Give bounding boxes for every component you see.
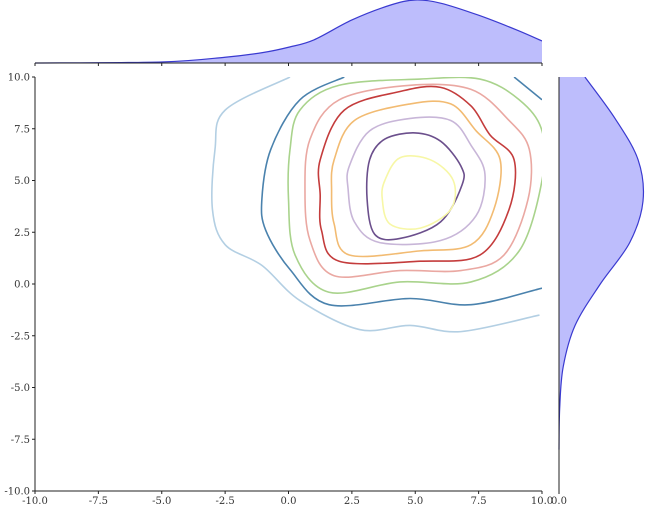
x-tick-label: -7.5 (89, 496, 108, 507)
density-line (35, 0, 542, 64)
contour-line (287, 77, 542, 294)
x-tick-label: -10.0 (22, 496, 48, 507)
x-tick-label: 7.5 (471, 496, 487, 507)
contour-line (211, 77, 540, 333)
contour-line (317, 85, 517, 265)
y-tick-label: -2.5 (11, 331, 30, 342)
y-tick-label: 0.0 (14, 280, 30, 291)
y-tick-label: -10.0 (4, 487, 30, 498)
axes: 0.0 -10.0 -7.5 -5.0 -2.5 0.0 2.5 5.0 7.5 10.0 -10.… (4, 62, 567, 507)
contour-line (304, 83, 533, 278)
y-tick-label: 7.5 (14, 124, 30, 135)
y-tick-label: -7.5 (11, 435, 30, 446)
x-tick-label: -2.5 (215, 496, 234, 507)
density-line (558, 77, 645, 450)
x-tick-label: 10.0 (531, 496, 553, 507)
contour-line (513, 77, 542, 101)
x-tick-label: -5.0 (152, 496, 171, 507)
contour-line (330, 100, 502, 258)
x-tick-label: 0.0 (281, 496, 297, 507)
y-tick-label: -5.0 (11, 383, 30, 394)
contour-line (365, 132, 465, 241)
y-tick-label: 10.0 (8, 73, 30, 84)
contour-line (260, 77, 542, 307)
density-area (35, 0, 542, 63)
contour-area (211, 77, 542, 333)
y-tick-label: 5.0 (14, 176, 30, 187)
right-marginal (558, 77, 645, 450)
contour-line (381, 155, 457, 230)
x-tick-label: 0.0 (551, 496, 567, 507)
x-tick-label: 2.5 (344, 496, 360, 507)
top-marginal (35, 0, 542, 64)
x-tick-label: 5.0 (407, 496, 423, 507)
density-area (559, 77, 644, 450)
y-tick-label: 2.5 (14, 228, 30, 239)
contour-line (346, 116, 486, 246)
